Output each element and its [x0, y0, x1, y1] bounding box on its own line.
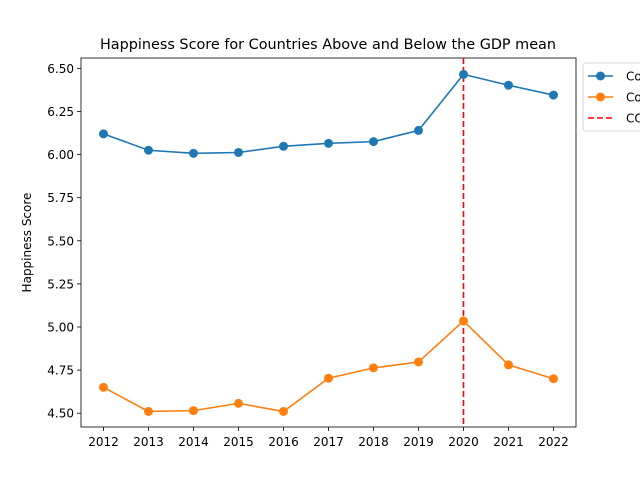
series-line-2: [103, 319, 554, 413]
data-point: [324, 138, 333, 148]
data-point: [279, 141, 288, 151]
data-point: [459, 316, 468, 326]
x-tick-label: 2020: [448, 435, 479, 449]
data-point: [504, 80, 513, 90]
y-tick-label: 6.50: [47, 62, 74, 76]
legend-label: Co: [626, 91, 640, 105]
data-point: [99, 129, 108, 139]
x-tick-label: 2013: [133, 435, 164, 449]
chart-title: Happiness Score for Countries Above and …: [100, 37, 556, 53]
y-tick-label: 4.75: [47, 364, 74, 378]
data-point: [549, 90, 558, 100]
y-axis-label: Happiness Score: [20, 193, 34, 293]
data-point: [99, 382, 108, 392]
x-tick-label: 2012: [88, 435, 119, 449]
legend-label: Co: [626, 70, 640, 84]
legend-marker: [596, 92, 605, 102]
x-tick-label: 2022: [538, 435, 569, 449]
y-tick-label: 6.00: [47, 148, 74, 162]
data-point: [234, 147, 243, 157]
x-tick-label: 2019: [403, 435, 434, 449]
plot-frame: [80, 57, 577, 428]
y-tick-label: 5.25: [47, 277, 74, 291]
plot-area: 2012 2013 2014 2015 2016 2017 2018 2019 2020 2021…: [47, 57, 577, 449]
data-point: [459, 69, 468, 79]
data-point: [144, 406, 153, 416]
data-point: [414, 357, 423, 367]
data-point: [279, 406, 288, 416]
y-tick-label: 5.50: [47, 234, 74, 248]
data-point: [504, 360, 513, 370]
data-point: [234, 398, 243, 408]
y-tick-label: 4.50: [47, 407, 74, 421]
data-point: [414, 125, 423, 135]
data-point: [369, 363, 378, 373]
x-tick-label: 2018: [358, 435, 389, 449]
y-tick-label: 5.75: [47, 191, 74, 205]
data-point: [189, 148, 198, 158]
x-tick-label: 2017: [313, 435, 344, 449]
data-point: [189, 406, 198, 416]
data-point: [369, 137, 378, 147]
data-point: [549, 374, 558, 384]
x-tick-label: 2015: [223, 435, 254, 449]
x-tick-label: 2014: [178, 435, 209, 449]
x-tick-label: 2016: [268, 435, 299, 449]
legend: Co Co CO: [582, 62, 640, 132]
legend-label: CO: [626, 112, 640, 126]
x-tick-label: 2021: [493, 435, 524, 449]
data-point: [144, 145, 153, 155]
y-tick-label: 5.00: [47, 320, 74, 334]
data-point: [324, 373, 333, 383]
legend-marker: [596, 71, 605, 81]
y-tick-label: 6.25: [47, 105, 74, 119]
